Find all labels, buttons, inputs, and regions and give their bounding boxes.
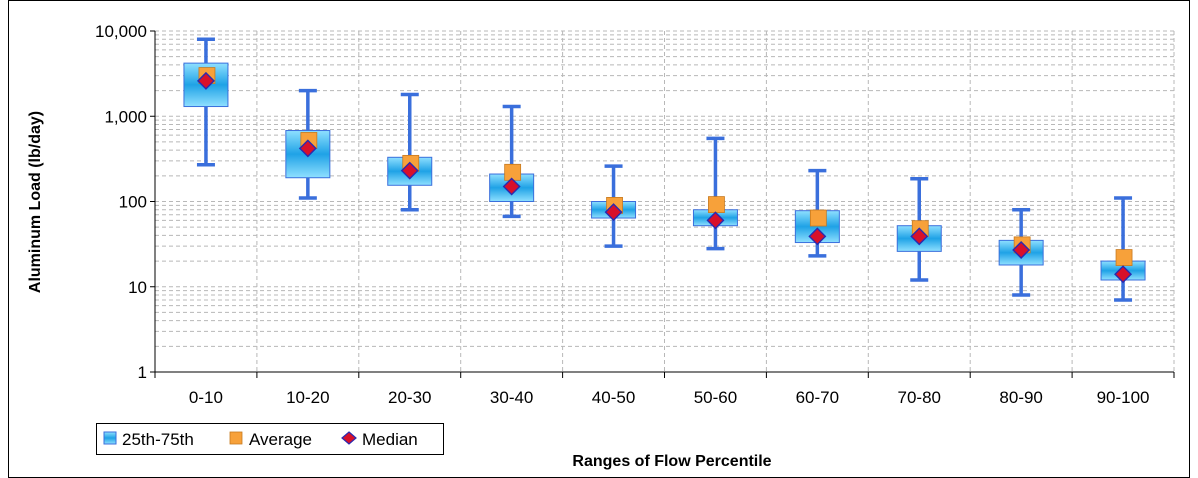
box-0-10 — [183, 37, 229, 167]
y-tick-label: 10 — [128, 278, 147, 297]
median-marker — [706, 211, 725, 230]
legend-item-iqr: 25th-75th — [103, 430, 194, 449]
median-marker — [910, 227, 929, 246]
median-marker — [298, 139, 317, 158]
x-tick-label: 50-60 — [694, 388, 737, 407]
x-tick-label: 90-100 — [1097, 388, 1150, 407]
average-marker — [504, 163, 522, 181]
average-marker — [708, 196, 725, 213]
legend: 25th-75th Average Median — [96, 423, 444, 455]
x-tick-label: 0-10 — [189, 388, 223, 407]
y-tick-label: 100 — [119, 193, 147, 212]
legend-median-label: Median — [362, 430, 418, 449]
grid — [155, 30, 1175, 372]
x-tick-label: 20-30 — [388, 388, 431, 407]
box-60-70 — [794, 168, 840, 258]
median-marker — [1012, 240, 1031, 259]
y-tick-label: 1 — [138, 363, 147, 382]
y-axis-title: Aluminum Load (lb/day) — [27, 111, 44, 293]
box-10-20 — [285, 88, 331, 200]
median-marker — [196, 71, 215, 90]
box-90-100 — [1100, 196, 1146, 302]
y-tick-labels: 1 10 100 1,000 10,000 — [95, 22, 147, 382]
legend-average-label: Average — [249, 430, 312, 449]
median-marker — [502, 177, 521, 196]
box-80-90 — [998, 208, 1044, 297]
average-marker — [1115, 249, 1133, 266]
legend-item-median: Median — [341, 430, 418, 449]
legend-frame — [96, 423, 444, 455]
legend-average-swatch — [229, 431, 243, 445]
average-marker — [809, 209, 827, 227]
axes — [150, 30, 1175, 378]
x-axis-title: Ranges of Flow Percentile — [572, 453, 771, 470]
y-tick-label: 10,000 — [95, 22, 147, 41]
x-tick-label: 70-80 — [898, 388, 941, 407]
x-tick-label: 80-90 — [999, 388, 1042, 407]
median-marker — [808, 227, 827, 246]
median-marker — [400, 161, 419, 180]
y-tick-label: 1,000 — [104, 107, 147, 126]
median-marker — [604, 203, 623, 222]
legend-iqr-label: 25th-75th — [122, 430, 194, 449]
box-40-50 — [591, 164, 637, 248]
box-20-30 — [387, 92, 433, 212]
legend-item-average: Average — [229, 430, 312, 449]
legend-median-swatch — [341, 431, 357, 445]
boxes — [183, 37, 1146, 302]
x-tick-label: 30-40 — [490, 388, 533, 407]
legend-iqr-swatch — [103, 431, 117, 445]
median-marker — [1114, 265, 1133, 284]
box-30-40 — [489, 104, 535, 219]
x-tick-label: 40-50 — [592, 388, 635, 407]
x-tick-label: 60-70 — [796, 388, 839, 407]
x-tick-labels: 0-10 10-20 20-30 30-40 40-50 50-60 60-70 70-80 8… — [189, 388, 1150, 407]
box-70-80 — [896, 176, 942, 282]
x-tick-label: 10-20 — [286, 388, 329, 407]
box-50-60 — [692, 136, 738, 251]
